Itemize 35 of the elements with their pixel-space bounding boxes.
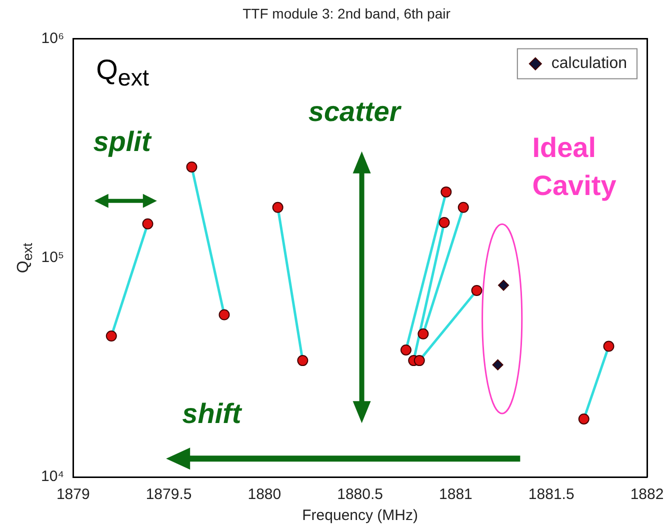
- annotation: split: [93, 126, 151, 158]
- point: [471, 284, 482, 296]
- point: [272, 202, 284, 213]
- x-tick-label: 1882: [630, 486, 664, 504]
- point: [440, 186, 452, 198]
- point: [297, 355, 308, 366]
- y-tick-label: 10⁴: [40, 468, 64, 486]
- point: [492, 359, 504, 370]
- x-tick-label: 1880.5: [337, 486, 384, 504]
- point: [142, 218, 154, 230]
- point: [400, 344, 412, 356]
- annotation: Q$_{ext}$: [96, 54, 149, 92]
- x-tick-label: 1881: [439, 486, 472, 504]
- point: [578, 413, 590, 424]
- x-axis-title: Frequency (MHz): [302, 507, 418, 524]
- point: [218, 309, 230, 320]
- x-tick-label: 1879: [56, 486, 90, 504]
- annotation: scatter: [308, 96, 400, 128]
- point: [498, 280, 510, 291]
- y-tick-label: 10⁵: [41, 249, 64, 266]
- point: [438, 217, 450, 228]
- x-tick-label: 1879.5: [146, 486, 192, 504]
- chart-title: TTF module 3: 2nd band, 6th pair: [242, 5, 451, 22]
- point: [414, 355, 425, 366]
- point: [458, 202, 469, 213]
- x-tick-label: 1880: [248, 486, 282, 504]
- point: [186, 161, 198, 172]
- annotation: shift: [182, 398, 242, 430]
- x-tick-label: 1881.5: [528, 486, 574, 504]
- legend-label: calculation: [551, 55, 628, 72]
- point: [106, 330, 117, 342]
- y-tick-label: 10⁶: [41, 30, 64, 47]
- point: [418, 328, 429, 340]
- point: [603, 340, 614, 352]
- annotation: Ideal Cavity: [532, 130, 618, 203]
